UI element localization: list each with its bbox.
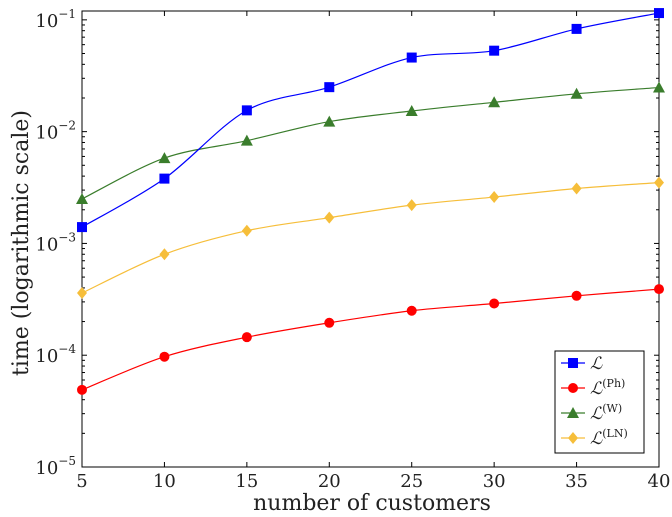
data-point	[406, 305, 417, 316]
x-tick-label: 30	[483, 471, 506, 492]
x-tick-label: 35	[565, 471, 588, 492]
y-tick-label: 10−4	[35, 342, 76, 367]
data-point	[324, 82, 335, 93]
data-point	[158, 152, 171, 164]
data-point	[241, 224, 252, 237]
plot-area: 10−1 10−2 10−3 10−4 10−55 10 15 20 25 30 35 40 ℒ ℒ(Ph…	[35, 7, 670, 492]
data-point	[324, 211, 335, 224]
series-line	[81, 12, 660, 228]
data-point	[571, 182, 582, 195]
data-point	[406, 199, 417, 212]
data-point	[240, 134, 253, 146]
data-point	[76, 192, 88, 204]
x-axis-label: number of customers	[253, 491, 491, 516]
x-tick-label: 15	[235, 471, 258, 492]
x-tick-label: 20	[318, 471, 341, 492]
data-point	[654, 8, 664, 19]
data-point	[405, 104, 418, 116]
data-point	[654, 176, 664, 189]
data-point	[489, 45, 500, 56]
y-tick-label: 10−1	[35, 7, 76, 32]
legend-label: ℒ	[590, 354, 603, 374]
plot-frame	[81, 10, 660, 468]
y-axis-label: time (logarithmic scale)	[9, 110, 34, 376]
series-line	[81, 288, 660, 391]
legend-label: ℒ(LN)	[590, 427, 628, 449]
data-point	[406, 52, 417, 63]
legend-marker	[568, 383, 578, 393]
data-point	[654, 284, 664, 295]
series-line	[81, 86, 660, 200]
data-point	[77, 287, 87, 300]
data-point	[570, 87, 583, 99]
x-tick-label: 25	[400, 471, 423, 492]
data-point	[159, 351, 170, 362]
data-point	[323, 115, 336, 127]
y-tick-label: 10−5	[35, 454, 76, 479]
legend-marker	[568, 432, 578, 444]
legend-marker	[568, 358, 578, 368]
data-point	[241, 105, 252, 116]
data-point	[571, 290, 582, 301]
data-point	[159, 173, 170, 184]
data-point	[488, 96, 501, 108]
legend-marker	[567, 407, 579, 418]
y-tick-label: 10−2	[35, 119, 76, 144]
x-tick-label: 10	[153, 471, 176, 492]
data-point	[159, 248, 170, 261]
data-point	[489, 191, 500, 204]
data-point	[571, 23, 582, 34]
legend-label: ℒ(Ph)	[590, 377, 625, 399]
data-point	[241, 332, 252, 343]
series-line	[81, 182, 660, 294]
data-point	[324, 317, 335, 328]
data-point	[653, 81, 665, 93]
x-tick-label: 40	[648, 471, 671, 492]
data-point	[77, 384, 87, 395]
x-tick-label: 5	[76, 471, 87, 492]
y-tick-label: 10−3	[35, 230, 76, 255]
data-point	[77, 222, 87, 233]
legend-label: ℒ(W)	[590, 402, 622, 424]
data-point	[489, 298, 500, 309]
